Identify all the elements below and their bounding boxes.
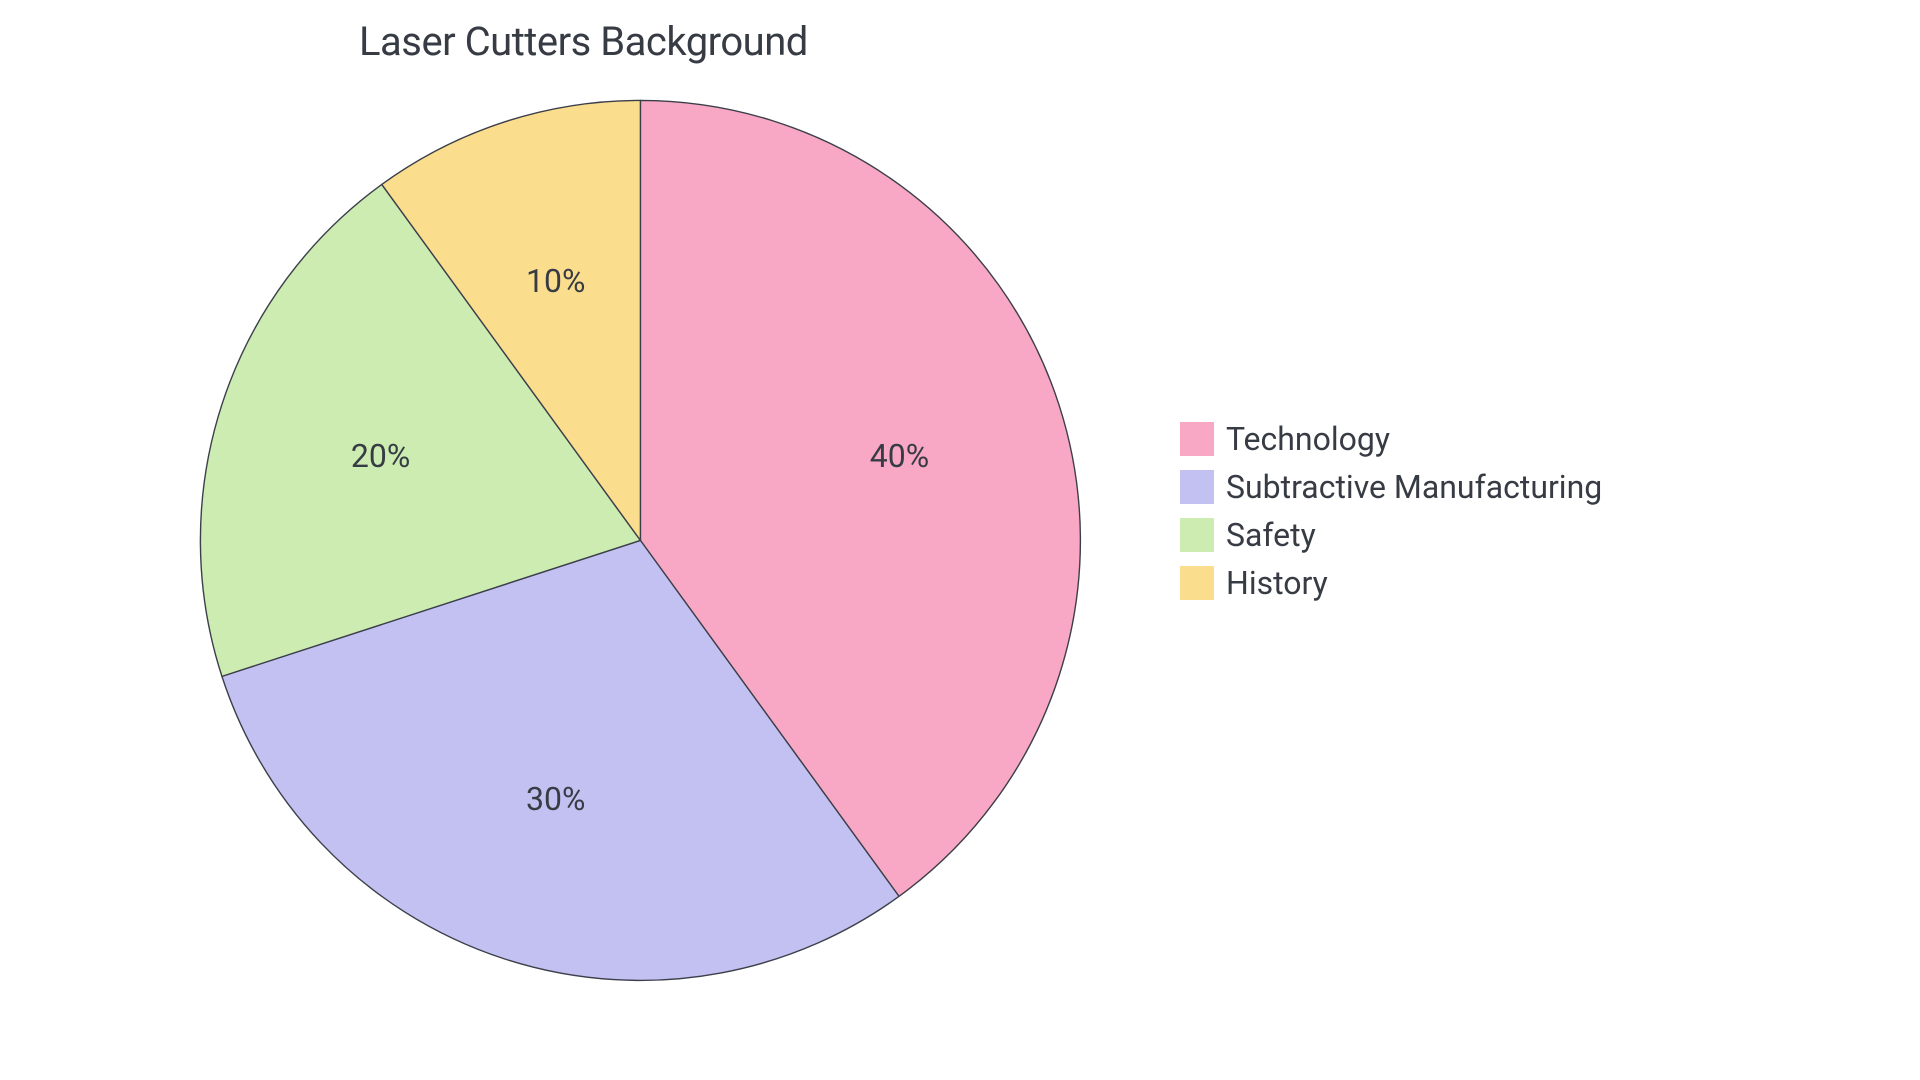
pie-svg: [197, 97, 1084, 984]
legend-swatch: [1180, 422, 1214, 456]
legend-label: Technology: [1226, 420, 1390, 458]
slice-label-technology: 40%: [870, 437, 929, 475]
slice-label-history: 10%: [526, 262, 585, 300]
legend: Technology Subtractive Manufacturing Safet…: [1180, 420, 1602, 612]
legend-label: History: [1226, 564, 1328, 602]
legend-label: Subtractive Manufacturing: [1226, 468, 1602, 506]
slice-label-safety: 20%: [351, 437, 410, 475]
legend-label: Safety: [1226, 516, 1316, 554]
legend-swatch: [1180, 566, 1214, 600]
legend-item-safety: Safety: [1180, 516, 1602, 554]
slice-label-subtractive-manufacturing: 30%: [526, 780, 585, 818]
legend-item-subtractive-manufacturing: Subtractive Manufacturing: [1180, 468, 1602, 506]
legend-item-technology: Technology: [1180, 420, 1602, 458]
chart-title: Laser Cutters Background: [359, 18, 808, 65]
pie-chart-container: Laser Cutters Background Technology Subtr…: [0, 0, 1920, 1080]
legend-item-history: History: [1180, 564, 1602, 602]
legend-swatch: [1180, 518, 1214, 552]
legend-swatch: [1180, 470, 1214, 504]
